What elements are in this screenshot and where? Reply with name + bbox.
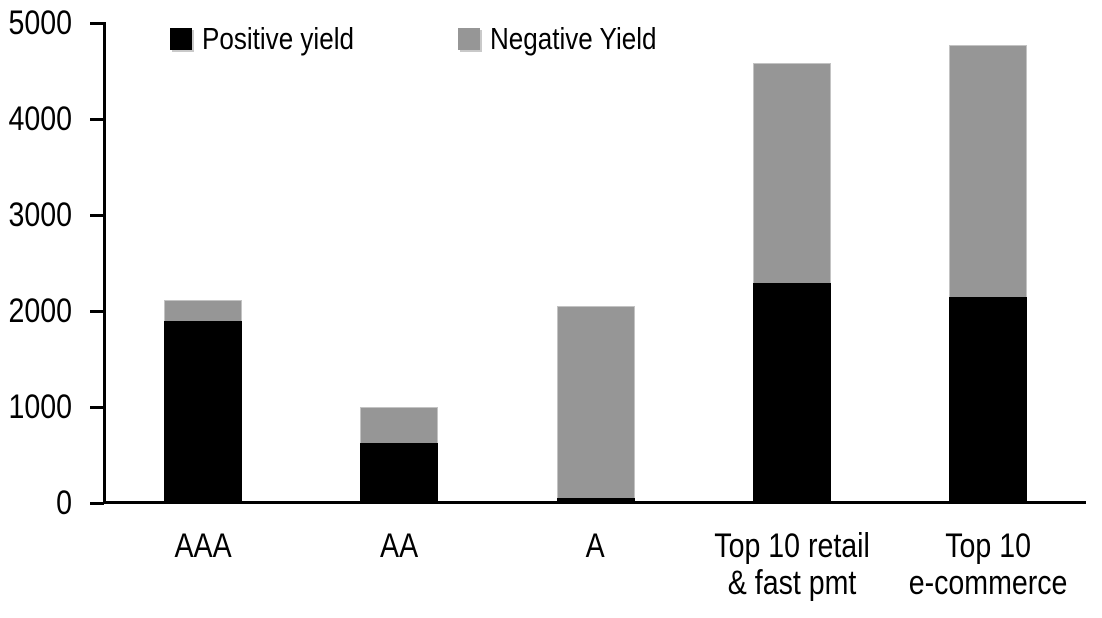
bar-segment-positive-yield [164,320,243,503]
x-axis-label: Top 10 retail & fast pmt [713,527,870,602]
x-axis-label: A [585,527,606,565]
positive-yield-swatch-icon [170,28,192,50]
bar-segment-negative-yield [948,45,1027,297]
y-axis-tick [90,21,104,25]
bar-aaa [164,299,243,503]
y-axis-tick-label: 4000 [8,100,72,138]
y-axis-tick [90,405,104,409]
bar-segment-positive-yield [948,296,1027,503]
bar-segment-negative-yield [752,63,831,284]
y-axis-tick [90,309,104,313]
y-axis-tick-label: 2000 [8,292,72,330]
bar-top-10-retail [752,63,831,503]
bar-segment-positive-yield [360,442,439,503]
y-axis-tick [90,117,104,121]
bar-segment-negative-yield [164,299,243,321]
bar-a [556,306,635,503]
y-axis-tick-labels: 0 1000 2000 3000 4000 5000 [0,4,72,522]
legend-item-positive-yield: Positive yield [170,21,383,56]
bar-top-10 [948,45,1027,503]
y-axis-tick-label: 1000 [8,388,72,426]
x-axis-label: Top 10 e-commerce [908,527,1068,602]
bar-segment-negative-yield [556,306,635,499]
y-axis-tick-label: 0 [56,484,72,522]
legend-label-positive-yield: Positive yield [202,21,354,56]
x-axis-label: AAA [174,527,232,565]
y-axis-tick [90,213,104,217]
bar-segment-positive-yield [556,498,635,503]
y-axis-line [103,22,106,504]
y-axis-tick-label: 3000 [8,196,72,234]
bar-segment-positive-yield [752,283,831,503]
bar-aa [360,407,439,503]
bar-segment-negative-yield [360,407,439,443]
legend-item-negative-yield: Negative Yield [458,21,688,56]
legend-label-negative-yield: Negative Yield [490,21,657,56]
y-axis-tick-label: 5000 [8,4,72,42]
x-axis-label: AA [380,527,419,565]
negative-yield-swatch-icon [458,28,480,50]
y-axis-tick [90,501,104,505]
plot-area: AAA AA A Top 10 retail & fast pmt Top 10 e-c… [105,23,1086,602]
